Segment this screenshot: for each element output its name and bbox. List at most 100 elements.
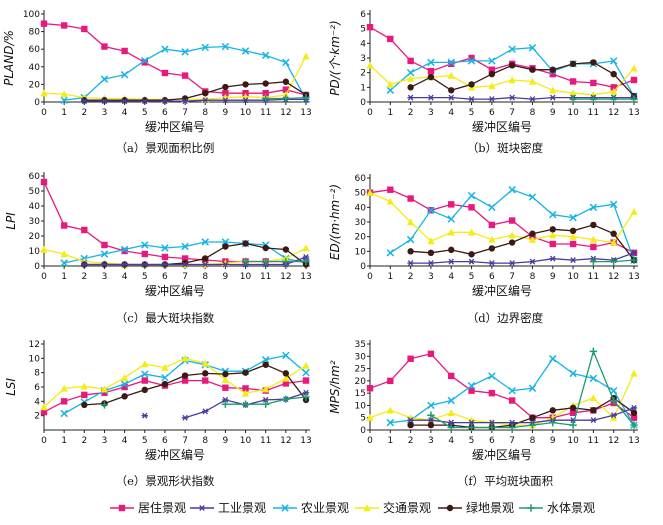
data-point xyxy=(161,253,169,261)
data-point xyxy=(508,386,516,395)
y-tick-label: 0 xyxy=(34,98,40,108)
data-point xyxy=(549,231,557,239)
data-point xyxy=(161,380,169,388)
data-point xyxy=(242,81,249,88)
data-point xyxy=(609,200,618,209)
data-point xyxy=(448,201,455,208)
data-point xyxy=(366,188,374,196)
data-point xyxy=(569,60,577,68)
series-agr xyxy=(386,44,638,100)
data-point xyxy=(242,369,249,376)
x-tick-label: 4 xyxy=(448,436,454,446)
y-tick-label: 40 xyxy=(29,63,41,73)
data-point xyxy=(610,84,617,91)
x-tick-label: 9 xyxy=(550,436,556,446)
y-tick-label: 10 xyxy=(29,247,41,257)
x-tick-label: 11 xyxy=(588,272,599,282)
y-tick-label: 6 xyxy=(360,10,366,20)
x-tick-label: 6 xyxy=(162,108,168,118)
data-point xyxy=(468,251,475,258)
data-point xyxy=(488,82,496,90)
legend-item-res: 居住景观 xyxy=(110,501,186,515)
data-point xyxy=(630,421,638,429)
data-point xyxy=(80,382,88,390)
x-tick-label: 7 xyxy=(182,108,188,118)
data-point xyxy=(610,238,618,246)
data-point xyxy=(549,407,556,414)
data-point xyxy=(181,72,189,79)
data-point xyxy=(488,221,496,229)
x-tick-label: 0 xyxy=(41,272,47,282)
data-point xyxy=(488,70,496,78)
y-tick-label: 50 xyxy=(355,189,367,199)
series-line xyxy=(390,357,635,426)
x-tick-label: 5 xyxy=(142,436,148,446)
x-tick-label: 4 xyxy=(122,108,128,118)
x-tick-label: 2 xyxy=(408,436,414,446)
series-wat xyxy=(261,93,310,103)
x-tick-label: 1 xyxy=(61,436,67,446)
data-point xyxy=(121,393,128,400)
data-point xyxy=(100,250,109,258)
data-point xyxy=(181,242,189,251)
x-tick-label: 3 xyxy=(102,272,108,282)
y-axis-label: ED/(m·hm⁻²) xyxy=(328,184,342,260)
x-tick-label: 3 xyxy=(102,108,108,118)
data-point xyxy=(407,57,414,65)
x-tick-label: 13 xyxy=(628,108,639,118)
data-point xyxy=(569,369,577,378)
data-point xyxy=(406,235,415,244)
data-point xyxy=(161,363,169,371)
data-point xyxy=(40,20,48,27)
data-point xyxy=(508,217,516,224)
series-agr xyxy=(60,351,310,418)
data-point xyxy=(569,421,577,429)
legend-marker xyxy=(198,505,206,511)
data-point xyxy=(468,54,475,62)
x-tick-label: 7 xyxy=(182,436,188,446)
legend-label: 工业景观 xyxy=(218,501,266,515)
data-point xyxy=(407,355,414,362)
data-point xyxy=(590,243,597,251)
y-axis-label: LPI xyxy=(4,212,18,230)
x-tick-label: 7 xyxy=(509,272,515,282)
data-point xyxy=(448,94,455,101)
data-point xyxy=(241,257,250,266)
x-axis-label: 缓冲区编号 xyxy=(145,447,205,462)
data-point xyxy=(141,250,148,258)
data-point xyxy=(282,58,290,67)
series-line xyxy=(43,23,307,96)
data-point xyxy=(202,370,209,377)
data-point xyxy=(447,409,455,416)
data-point xyxy=(60,22,68,29)
data-point xyxy=(610,70,617,78)
legend-label: 水体景观 xyxy=(547,501,595,515)
data-point xyxy=(282,370,290,377)
series-line xyxy=(410,407,635,424)
x-tick-label: 12 xyxy=(608,272,619,282)
data-point xyxy=(528,235,537,243)
data-point xyxy=(589,374,598,383)
y-tick-label: 20 xyxy=(29,232,41,242)
data-point xyxy=(60,384,68,392)
data-point xyxy=(589,95,598,103)
data-point xyxy=(609,396,618,405)
data-point xyxy=(467,423,476,432)
data-point xyxy=(569,78,577,85)
y-tick-label: 0 xyxy=(360,262,366,272)
x-tick-label: 4 xyxy=(448,272,454,282)
data-point xyxy=(81,98,88,105)
x-tick-label: 5 xyxy=(469,108,475,118)
data-point xyxy=(120,380,129,388)
data-point xyxy=(549,255,556,262)
data-point xyxy=(222,83,229,91)
x-tick-label: 12 xyxy=(280,436,291,446)
series-line xyxy=(369,64,635,96)
data-point xyxy=(40,403,48,411)
data-point xyxy=(60,398,68,405)
data-point xyxy=(302,393,310,401)
